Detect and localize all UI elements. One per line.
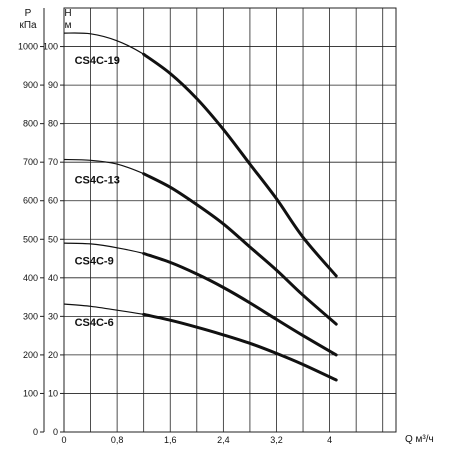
- y-left-tick-label: 0: [33, 427, 38, 437]
- y-right-tick-label: 70: [48, 157, 58, 167]
- x-tick-label: 4: [327, 435, 332, 445]
- y-right-label-bottom: м: [65, 20, 72, 31]
- y-right-tick-label: 60: [48, 196, 58, 206]
- series-line-cs4c-6-thin: [63, 303, 337, 381]
- y-left-tick-label: 200: [23, 350, 38, 360]
- y-left-tick-label: 500: [23, 234, 38, 244]
- y-right-tick-label: 100: [43, 42, 58, 52]
- y-left-tick-label: 100: [23, 388, 38, 398]
- x-axis-label: Q м³/ч: [405, 434, 434, 445]
- series-line-cs4c-13: [142, 172, 338, 326]
- series-layer: [63, 32, 338, 382]
- y-left-label-bottom: кПа: [19, 20, 37, 31]
- series-line-cs4c-9: [142, 252, 338, 357]
- x-tick-label: 3,2: [270, 435, 283, 445]
- y-right-tick-label: 30: [48, 311, 58, 321]
- y-left-tick-label: 400: [23, 273, 38, 283]
- series-label-cs4c-6: CS4C-6: [75, 317, 114, 329]
- y-left-tick-label: 700: [23, 157, 38, 167]
- series-line-cs4c-19: [142, 52, 338, 278]
- y-right-tick-label: 90: [48, 80, 58, 90]
- series-label-cs4c-13: CS4C-13: [75, 175, 120, 187]
- series-label-cs4c-9: CS4C-9: [75, 255, 114, 267]
- x-tick-label: 0,8: [111, 435, 124, 445]
- y-left-tick-label: 300: [23, 311, 38, 321]
- y-left-tick-label: 600: [23, 196, 38, 206]
- series-label-cs4c-19: CS4C-19: [75, 55, 120, 67]
- y-right-label-top: H: [64, 8, 71, 19]
- y-right-tick-label: 50: [48, 234, 58, 244]
- series-line-cs4c-6: [142, 312, 338, 382]
- labels-layer: CS4C-19 CS4C-13 CS4C-9 CS4C-6: [75, 55, 120, 329]
- y-left-tick-label: 900: [23, 80, 38, 90]
- y-right-tick-label: 0: [53, 427, 58, 437]
- x-tick-label: 0: [61, 435, 66, 445]
- y-left-label-top: P: [25, 8, 32, 19]
- y-right-tick-label: 10: [48, 388, 58, 398]
- y-left-tick-label: 1000: [18, 42, 38, 52]
- axes: 0100200300400500600700800900100001020304…: [18, 8, 332, 445]
- x-tick-label: 1,6: [164, 435, 177, 445]
- grid: [63, 7, 397, 433]
- y-right-tick-label: 80: [48, 119, 58, 129]
- y-left-tick-label: 800: [23, 119, 38, 129]
- plot-frame: [63, 7, 397, 433]
- x-tick-label: 2,4: [217, 435, 230, 445]
- y-right-tick-label: 40: [48, 273, 58, 283]
- y-right-tick-label: 20: [48, 350, 58, 360]
